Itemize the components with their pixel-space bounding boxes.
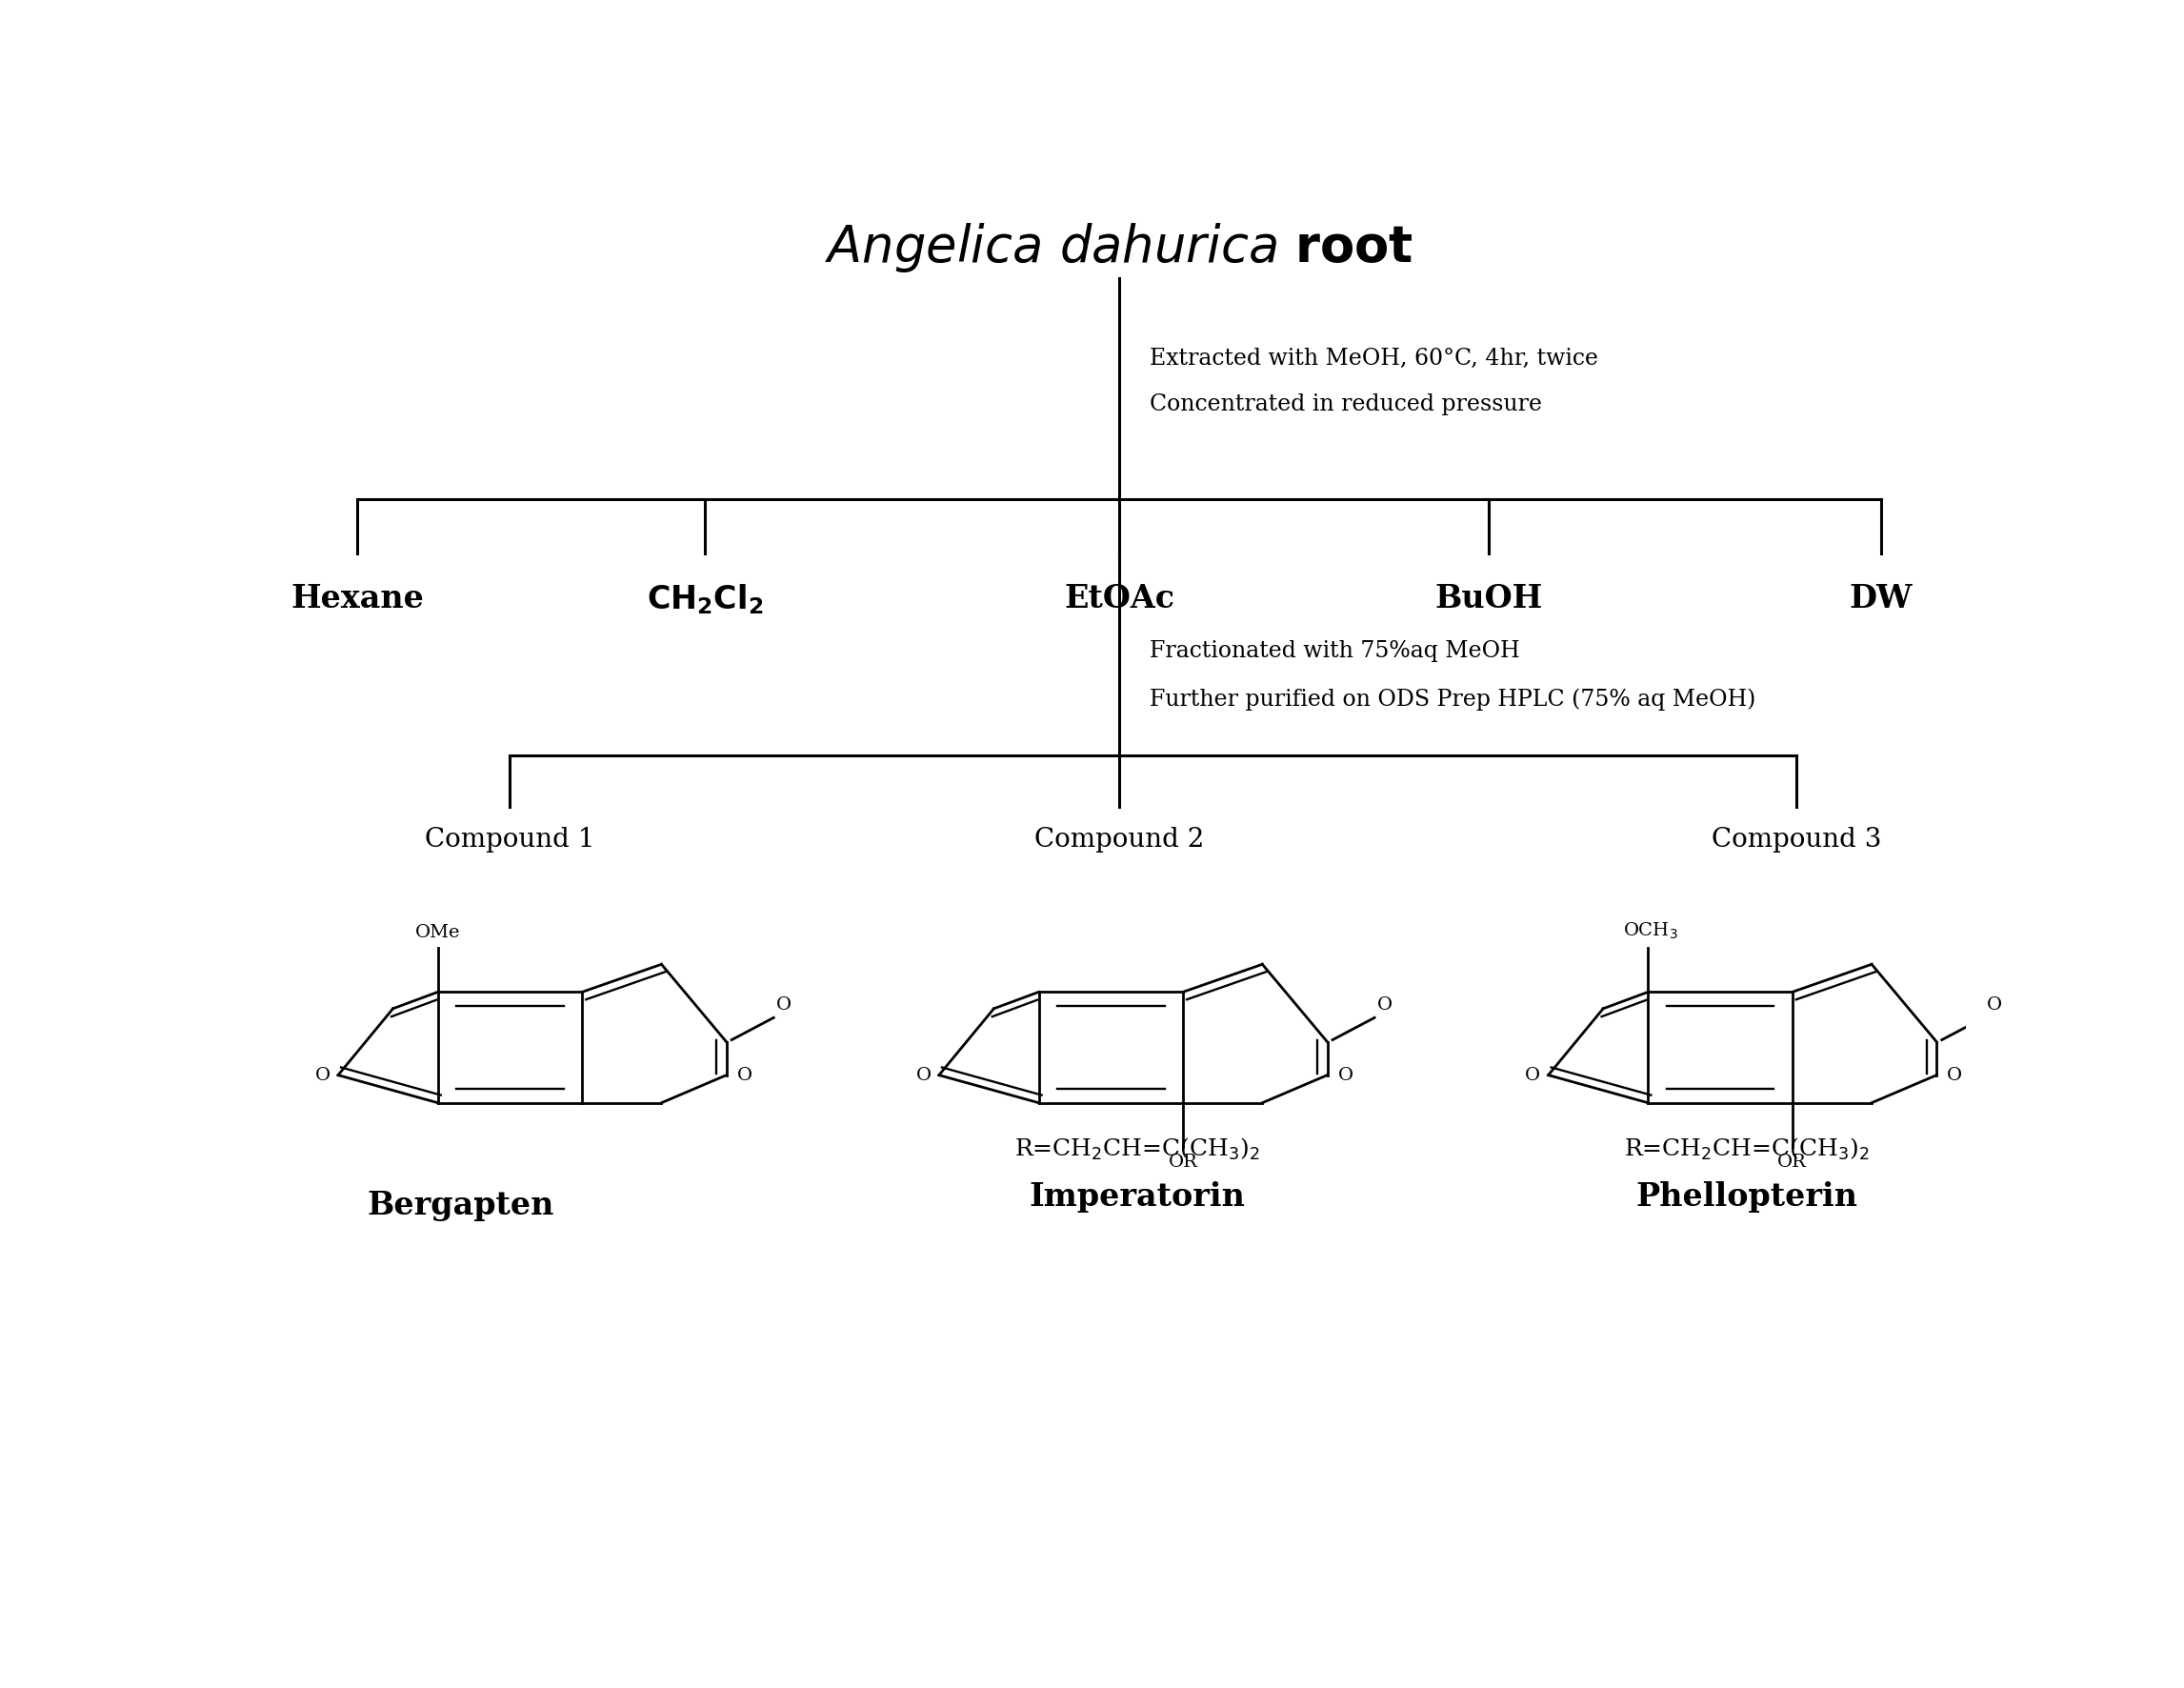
Text: Extracted with MeOH, 60°C, 4hr, twice: Extracted with MeOH, 60°C, 4hr, twice bbox=[1149, 348, 1599, 370]
Text: Hexane: Hexane bbox=[290, 584, 424, 614]
Text: R=CH$_2$CH=C(CH$_3$)$_2$: R=CH$_2$CH=C(CH$_3$)$_2$ bbox=[1013, 1136, 1260, 1161]
Text: $\mathit{Angelica\ dahurica}$ $\mathbf{root}$: $\mathit{Angelica\ dahurica}$ $\mathbf{r… bbox=[826, 221, 1413, 275]
Text: Phellopterin: Phellopterin bbox=[1636, 1182, 1856, 1212]
Text: Imperatorin: Imperatorin bbox=[1029, 1182, 1245, 1212]
Text: $\mathbf{CH_2Cl_2}$: $\mathbf{CH_2Cl_2}$ bbox=[646, 582, 762, 616]
Text: O: O bbox=[915, 1067, 930, 1084]
Text: O: O bbox=[1524, 1067, 1540, 1084]
Text: Further purified on ODS Prep HPLC (75% aq MeOH): Further purified on ODS Prep HPLC (75% a… bbox=[1149, 689, 1756, 711]
Text: Compound 2: Compound 2 bbox=[1035, 827, 1203, 852]
Text: OMe: OMe bbox=[415, 925, 461, 942]
Text: O: O bbox=[736, 1067, 751, 1084]
Text: Fractionated with 75%aq MeOH: Fractionated with 75%aq MeOH bbox=[1149, 640, 1520, 662]
Text: O: O bbox=[1948, 1067, 1963, 1084]
Text: O: O bbox=[1378, 996, 1393, 1014]
Text: Concentrated in reduced pressure: Concentrated in reduced pressure bbox=[1149, 393, 1542, 415]
Text: DW: DW bbox=[1850, 584, 1913, 614]
Text: OR: OR bbox=[1168, 1153, 1197, 1170]
Text: O: O bbox=[314, 1067, 330, 1084]
Text: OR: OR bbox=[1778, 1153, 1806, 1170]
Text: R=CH$_2$CH=C(CH$_3$)$_2$: R=CH$_2$CH=C(CH$_3$)$_2$ bbox=[1623, 1136, 1870, 1161]
Text: OCH$_3$: OCH$_3$ bbox=[1623, 922, 1677, 942]
Text: Compound 3: Compound 3 bbox=[1712, 827, 1880, 852]
Text: EtOAc: EtOAc bbox=[1064, 584, 1175, 614]
Text: Compound 1: Compound 1 bbox=[426, 827, 594, 852]
Text: O: O bbox=[1339, 1067, 1354, 1084]
Text: O: O bbox=[1987, 996, 2003, 1014]
Text: O: O bbox=[775, 996, 791, 1014]
Text: BuOH: BuOH bbox=[1435, 584, 1542, 614]
Text: Bergapten: Bergapten bbox=[367, 1190, 553, 1222]
